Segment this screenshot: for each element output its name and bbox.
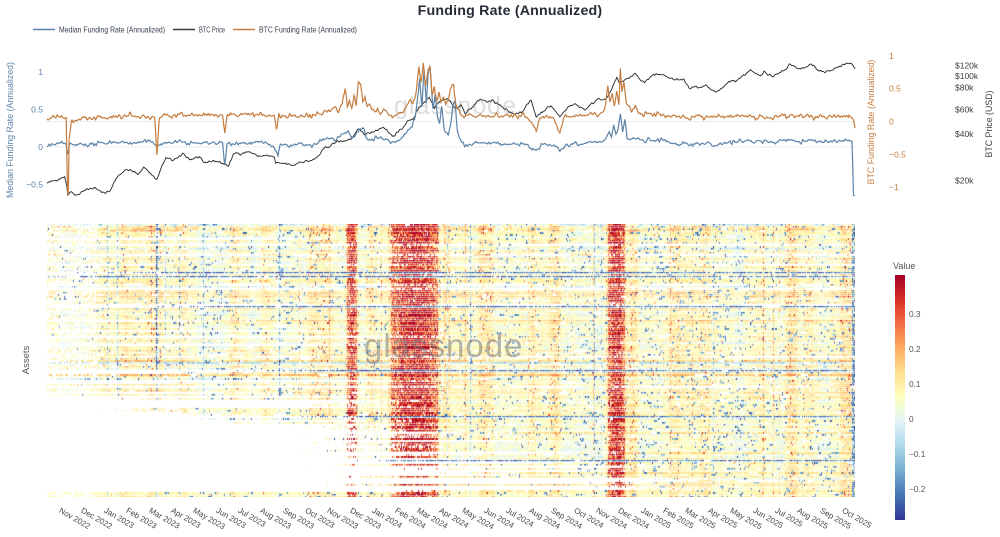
svg-text:$100k: $100k [955,71,979,81]
svg-text:Median Funding Rate (Annualize: Median Funding Rate (Annualized) [59,26,165,35]
svg-text:−0.5: −0.5 [26,180,43,190]
svg-text:−1: −1 [889,182,899,192]
svg-text:BTC Price (USD): BTC Price (USD) [984,90,994,157]
svg-text:BTC Price: BTC Price [199,26,225,35]
svg-text:$20k: $20k [955,175,974,185]
svg-text:1: 1 [889,51,894,61]
svg-text:0.5: 0.5 [31,105,43,115]
svg-text:$40k: $40k [955,129,974,139]
svg-text:Median Funding Rate (Annualize: Median Funding Rate (Annualized) [5,62,15,198]
svg-text:$80k: $80k [955,82,974,92]
svg-text:BTC Funding Rate (Annualized): BTC Funding Rate (Annualized) [866,60,876,185]
svg-text:−0.5: −0.5 [889,150,906,160]
svg-text:0.5: 0.5 [889,84,901,94]
svg-text:0: 0 [889,117,894,127]
svg-text:$60k: $60k [955,104,974,114]
svg-text:BTC Funding Rate (Annualized): BTC Funding Rate (Annualized) [259,26,357,35]
svg-text:Assets: Assets [21,345,32,374]
svg-text:1: 1 [38,67,43,77]
svg-text:0: 0 [38,142,43,152]
svg-text:$120k: $120k [955,61,979,71]
